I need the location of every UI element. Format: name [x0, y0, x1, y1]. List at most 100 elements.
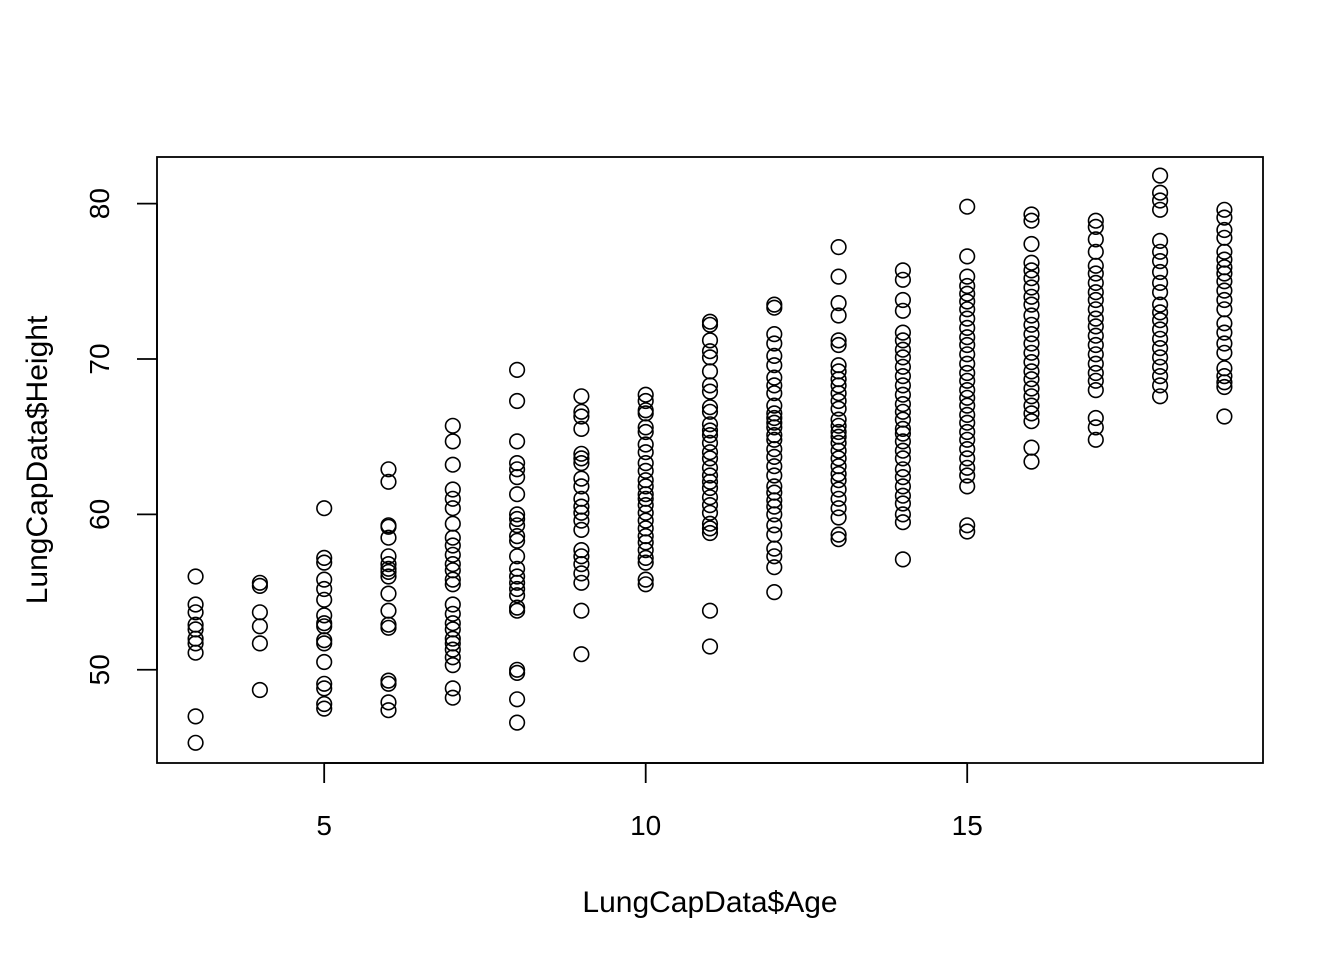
data-point [830, 385, 847, 402]
data-point [830, 336, 847, 354]
data-point [1023, 212, 1040, 229]
data-point [1151, 368, 1169, 385]
data-point [959, 355, 976, 372]
data-point [959, 406, 976, 424]
data-point [1151, 232, 1169, 249]
data-point [1151, 167, 1169, 184]
data-point [444, 576, 461, 593]
data-point [1023, 288, 1040, 305]
data-point [1023, 363, 1040, 380]
data-point [959, 517, 976, 534]
data-point [187, 568, 204, 585]
data-point [444, 649, 461, 666]
data-point [508, 506, 526, 523]
data-point [1151, 274, 1169, 292]
data-point [187, 708, 204, 725]
data-point [1023, 316, 1040, 333]
data-point [766, 448, 783, 466]
data-point [251, 618, 268, 635]
data-point [1151, 192, 1169, 209]
data-point [959, 523, 976, 540]
data-point [959, 198, 976, 215]
data-point [1023, 388, 1040, 405]
data-point [1087, 419, 1104, 436]
data-point [959, 319, 976, 337]
data-point [701, 638, 719, 655]
data-point [701, 467, 719, 484]
data-point [637, 512, 654, 529]
data-point [894, 461, 912, 478]
data-point [573, 388, 590, 405]
data-point [894, 341, 912, 358]
data-point [316, 635, 333, 652]
data-point [1023, 254, 1040, 271]
data-point [1151, 184, 1169, 201]
y-tick-label: 80 [84, 188, 115, 219]
data-point [701, 520, 719, 537]
data-point [1151, 312, 1169, 329]
data-point [1087, 301, 1104, 318]
data-point [766, 431, 783, 448]
data-point [959, 268, 976, 285]
data-point [894, 506, 912, 523]
data-point [508, 691, 526, 708]
data-point [1023, 439, 1040, 456]
data-point [959, 277, 976, 295]
data-point [1087, 364, 1104, 382]
data-point [766, 441, 783, 458]
data-point [444, 490, 461, 507]
data-point [959, 382, 976, 399]
data-point [830, 509, 847, 526]
data-point [1216, 344, 1233, 361]
data-point [830, 531, 847, 548]
x-tick-label: 5 [316, 810, 332, 841]
data-point [573, 408, 590, 425]
data-point [380, 672, 397, 689]
data-point [1087, 382, 1104, 399]
data-point [959, 423, 976, 441]
data-point [573, 574, 590, 591]
data-point [380, 675, 397, 692]
data-point [380, 555, 397, 573]
y-axis-label: LungCapData$Height [21, 315, 54, 604]
data-point [573, 445, 590, 462]
data-point [830, 434, 847, 452]
data-point [444, 433, 461, 450]
data-point [1087, 274, 1104, 292]
data-point [830, 377, 847, 394]
data-point [444, 481, 461, 498]
data-point [894, 271, 912, 288]
data-point [1151, 330, 1169, 347]
data-point [1151, 304, 1169, 321]
data-point [894, 495, 912, 512]
data-point [508, 461, 526, 478]
data-point [1216, 265, 1233, 282]
data-point [830, 481, 847, 498]
data-point [894, 403, 912, 420]
data-point [766, 526, 783, 543]
data-point [508, 517, 526, 534]
data-point [1023, 296, 1040, 313]
data-point [830, 500, 847, 517]
data-point [830, 442, 847, 459]
data-point [316, 554, 333, 571]
data-point [1216, 209, 1233, 226]
data-point [1023, 344, 1040, 361]
data-point [444, 605, 461, 622]
data-point [380, 529, 397, 546]
data-point [316, 675, 333, 692]
data-point [1023, 326, 1040, 343]
data-point [701, 427, 719, 444]
data-point [508, 469, 526, 486]
data-point [830, 490, 847, 507]
data-point [444, 500, 461, 517]
data-point [573, 455, 590, 472]
data-point [637, 497, 654, 514]
data-point [894, 291, 912, 309]
data-point [766, 377, 783, 394]
data-point [444, 417, 461, 434]
data-point [187, 734, 204, 751]
data-point [316, 571, 333, 588]
data-point [959, 389, 976, 406]
data-point [637, 419, 654, 436]
